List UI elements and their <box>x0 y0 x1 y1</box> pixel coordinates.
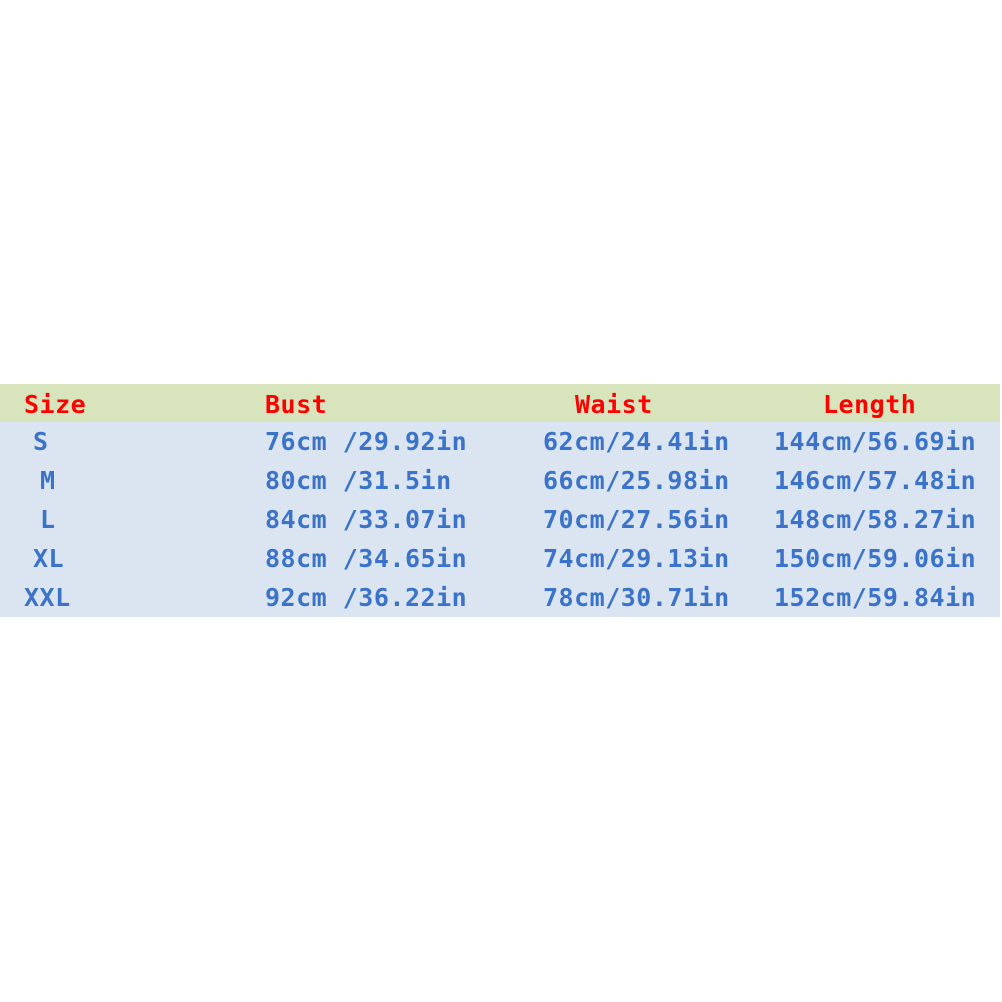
size-cell: S <box>33 427 49 456</box>
table-row: XXL 92cm /36.22in 78cm/30.71in 152cm/59.84i… <box>0 578 1000 617</box>
length-cell: 148cm/58.27in <box>774 505 977 534</box>
header-length: Length <box>823 390 917 419</box>
bust-cell: 80cm /31.5in <box>265 466 452 495</box>
bust-cell: 76cm /29.92in <box>265 427 468 456</box>
waist-cell: 66cm/25.98in <box>543 466 730 495</box>
waist-cell: 70cm/27.56in <box>543 505 730 534</box>
bust-cell: 84cm /33.07in <box>265 505 468 534</box>
waist-cell: 74cm/29.13in <box>543 544 730 573</box>
size-cell: XL <box>33 544 65 573</box>
size-cell: XXL <box>24 583 71 612</box>
bust-cell: 92cm /36.22in <box>265 583 468 612</box>
table-row: M 80cm /31.5in 66cm/25.98in 146cm/57.48in <box>0 461 1000 500</box>
table-row: L 84cm /33.07in 70cm/27.56in 148cm/58.27in <box>0 500 1000 539</box>
length-cell: 150cm/59.06in <box>774 544 977 573</box>
table-row: XL 88cm /34.65in 74cm/29.13in 150cm/59.06in <box>0 539 1000 578</box>
header-size: Size <box>24 390 87 419</box>
waist-cell: 78cm/30.71in <box>543 583 730 612</box>
header-waist: Waist <box>575 390 653 419</box>
size-chart-table: Size Bust Waist Length S 76cm /29.92in 62c… <box>0 384 1000 617</box>
size-cell: L <box>40 505 56 534</box>
table-row: S 76cm /29.92in 62cm/24.41in 144cm/56.69in <box>0 422 1000 461</box>
length-cell: 146cm/57.48in <box>774 466 977 495</box>
length-cell: 152cm/59.84in <box>774 583 977 612</box>
table-body: S 76cm /29.92in 62cm/24.41in 144cm/56.69in M… <box>0 422 1000 617</box>
bust-cell: 88cm /34.65in <box>265 544 468 573</box>
header-bust: Bust <box>265 390 328 419</box>
length-cell: 144cm/56.69in <box>774 427 977 456</box>
size-cell: M <box>40 466 56 495</box>
table-header-row: Size Bust Waist Length <box>0 384 1000 422</box>
waist-cell: 62cm/24.41in <box>543 427 730 456</box>
